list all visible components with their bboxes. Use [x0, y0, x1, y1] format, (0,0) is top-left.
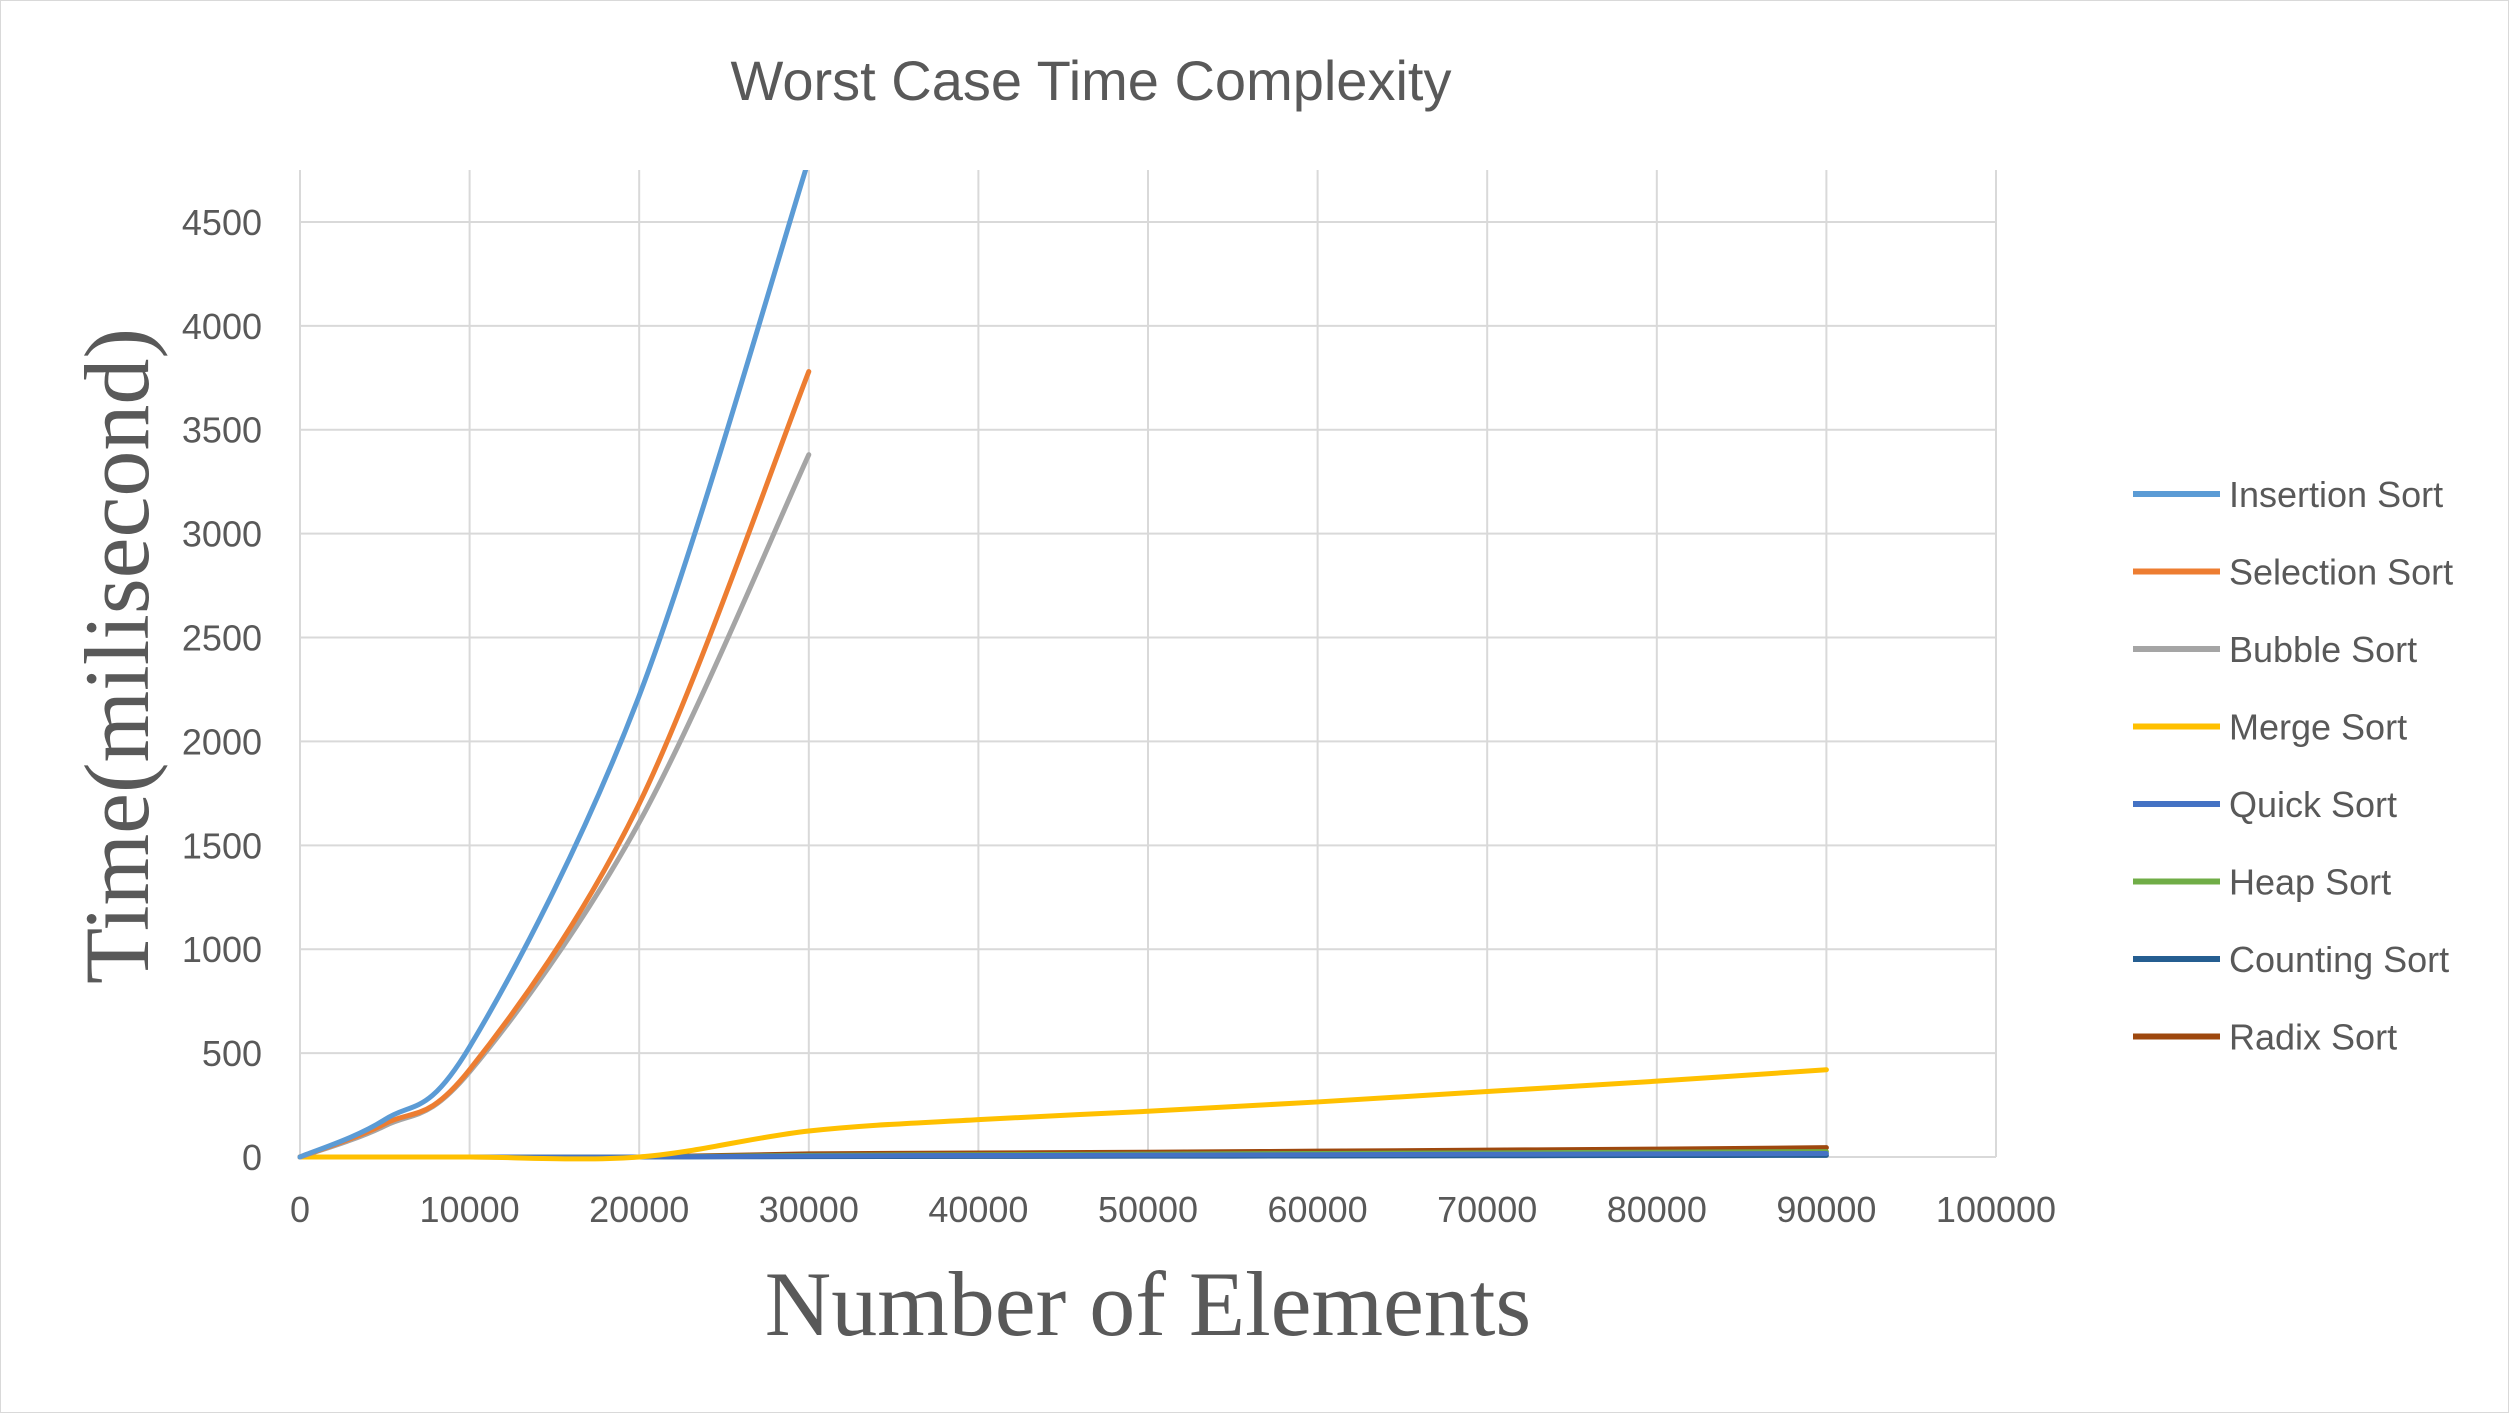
- y-tick-label: 500: [202, 1033, 262, 1074]
- series-line-merge-sort: [297, 1067, 1829, 1162]
- y-axis-title: Time(milisecond): [66, 328, 168, 984]
- y-tick-label: 2500: [182, 618, 262, 659]
- y-tick-label: 3000: [182, 514, 262, 555]
- y-tick-label: 2000: [182, 721, 262, 762]
- series-line-insertion-sort: [297, 170, 809, 1160]
- grid-layer: [299, 170, 1997, 1158]
- x-tick-label: 30000: [759, 1189, 859, 1230]
- y-tick-label: 1000: [182, 929, 262, 970]
- x-tick-label: 20000: [589, 1189, 689, 1230]
- y-tick-label: 3500: [182, 410, 262, 451]
- tick-layer: 0 10000 20000 30000 40000 50000 60000 70000 8000…: [182, 202, 2056, 1230]
- legend: Insertion Sort Selection Sort Bubble Sort M…: [2133, 474, 2453, 1058]
- y-tick-label: 4000: [182, 306, 262, 347]
- series-layer: [297, 170, 1829, 1162]
- y-tick-label: 4500: [182, 202, 262, 243]
- x-tick-label: 60000: [1268, 1189, 1368, 1230]
- legend-label: Bubble Sort: [2229, 629, 2417, 670]
- legend-label: Heap Sort: [2229, 862, 2391, 903]
- legend-label: Merge Sort: [2229, 707, 2407, 748]
- y-tick-label: 0: [242, 1137, 262, 1178]
- x-tick-label: 40000: [928, 1189, 1028, 1230]
- legend-label: Counting Sort: [2229, 939, 2449, 980]
- x-tick-label: 50000: [1098, 1189, 1198, 1230]
- legend-label: Selection Sort: [2229, 552, 2453, 593]
- x-tick-label: 70000: [1437, 1189, 1537, 1230]
- x-tick-label: 80000: [1607, 1189, 1707, 1230]
- x-tick-label: 10000: [420, 1189, 520, 1230]
- y-tick-label: 1500: [182, 825, 262, 866]
- series-line-selection-sort: [297, 369, 812, 1160]
- legend-label: Quick Sort: [2229, 784, 2397, 825]
- legend-label: Radix Sort: [2229, 1017, 2397, 1058]
- x-tick-label: 0: [290, 1189, 310, 1230]
- chart-title: Worst Case Time Complexity: [731, 49, 1452, 112]
- x-tick-label: 100000: [1936, 1189, 2056, 1230]
- x-tick-label: 90000: [1776, 1189, 1876, 1230]
- legend-label: Insertion Sort: [2229, 474, 2443, 515]
- series-line-bubble-sort: [297, 452, 812, 1160]
- x-axis-title: Number of Elements: [765, 1253, 1531, 1355]
